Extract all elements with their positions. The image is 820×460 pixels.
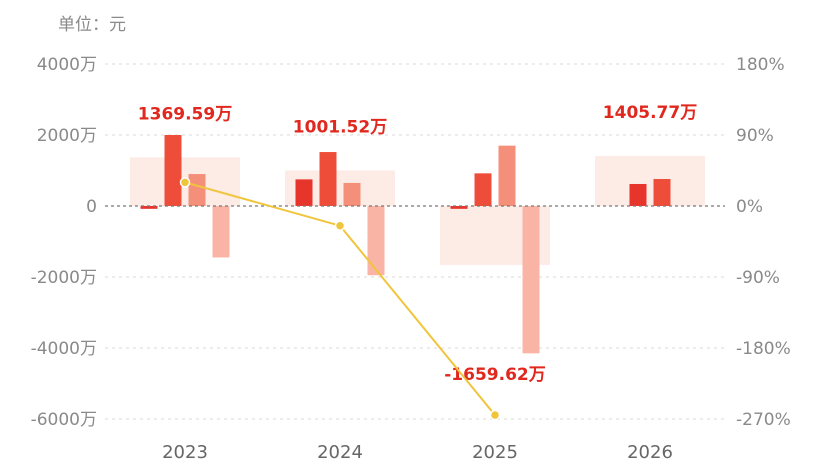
- x-category-label: 2026: [627, 442, 673, 460]
- x-category-label: 2025: [472, 442, 518, 460]
- left-tick-label: 2000万: [37, 126, 97, 146]
- total-label: 1001.52万: [293, 117, 387, 137]
- x-category-label: 2024: [317, 442, 363, 460]
- left-tick-label: -4000万: [31, 339, 97, 359]
- total-label: 1369.59万: [138, 104, 232, 124]
- right-tick-label: 90%: [736, 126, 774, 146]
- total-band: [595, 156, 705, 206]
- bar: [343, 182, 361, 206]
- unit-label: 单位：元: [58, 15, 126, 35]
- growth-point: [489, 409, 501, 421]
- bar: [450, 206, 468, 209]
- growth-point: [334, 220, 346, 231]
- bar: [653, 179, 671, 206]
- left-tick-label: -6000万: [31, 410, 97, 430]
- growth-point: [179, 177, 191, 188]
- bar: [474, 173, 492, 206]
- bar: [522, 206, 540, 354]
- bar: [164, 135, 182, 206]
- right-tick-label: 180%: [736, 55, 785, 75]
- total-label: -1659.62万: [444, 365, 546, 385]
- bar: [319, 152, 337, 206]
- left-tick-label: 0: [86, 197, 97, 217]
- bar: [140, 206, 158, 209]
- right-tick-label: -90%: [736, 268, 780, 288]
- bar: [367, 206, 385, 276]
- right-tick-label: -270%: [736, 410, 791, 430]
- bar: [188, 174, 206, 206]
- bar: [498, 145, 516, 206]
- left-tick-label: 4000万: [37, 55, 97, 75]
- right-tick-label: 0%: [736, 197, 763, 217]
- bar: [212, 206, 230, 258]
- right-tick-label: -180%: [736, 339, 791, 359]
- left-tick-label: -2000万: [31, 268, 97, 288]
- total-label: 1405.77万: [603, 103, 697, 123]
- bar: [629, 183, 647, 206]
- bar: [295, 179, 313, 206]
- x-category-label: 2023: [162, 442, 208, 460]
